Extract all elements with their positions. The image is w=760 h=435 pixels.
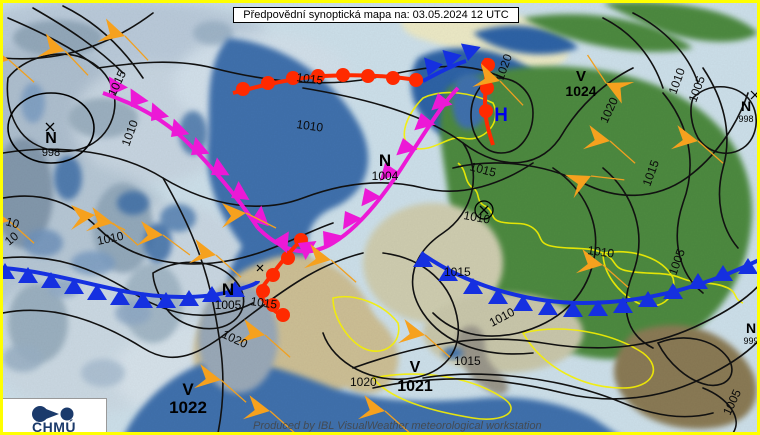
svg-text:N: N (741, 98, 751, 114)
svg-text:998: 998 (738, 114, 753, 124)
svg-text:N: N (222, 280, 234, 299)
svg-text:998: 998 (42, 147, 60, 159)
svg-text:H: H (494, 105, 508, 126)
svg-text:1015: 1015 (454, 354, 481, 368)
svg-text:999: 999 (743, 336, 758, 346)
svg-text:1020: 1020 (350, 375, 377, 389)
svg-text:1004: 1004 (372, 169, 399, 183)
svg-text:1024: 1024 (565, 83, 596, 99)
svg-text:N: N (379, 151, 391, 170)
svg-text:N: N (746, 320, 756, 336)
svg-text:ČHMÚ: ČHMÚ (32, 418, 76, 435)
svg-text:V: V (182, 380, 194, 399)
svg-text:1015: 1015 (444, 265, 471, 279)
svg-text:1022: 1022 (169, 398, 207, 417)
svg-text:1005: 1005 (215, 298, 242, 312)
svg-text:V: V (410, 359, 421, 376)
svg-text:N: N (45, 130, 57, 147)
svg-text:1021: 1021 (397, 378, 433, 395)
